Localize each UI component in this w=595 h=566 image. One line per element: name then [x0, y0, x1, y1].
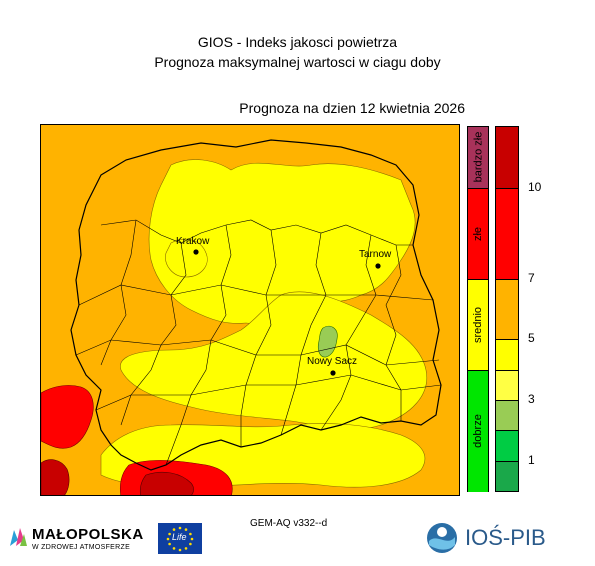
yellow-zone-northwest — [165, 238, 208, 278]
darkred-zone-southwest — [41, 459, 70, 495]
city-marker-tarnow — [375, 263, 381, 269]
city-marker-nowy-sacz — [330, 370, 336, 376]
category-label: bardzo złe — [472, 131, 485, 183]
ios-pib-logo-text: IOŚ-PIB — [465, 525, 546, 550]
category-1: bardzo złe — [468, 127, 488, 188]
city-label-nowy-sacz: Nowy Sacz — [307, 356, 358, 367]
ios-pib-logo-icon — [427, 523, 457, 553]
county-borders — [75, 219, 442, 466]
map-subtitle: Prognoza maksymalnej wartosci w ciagu do… — [154, 54, 441, 70]
malopolska-logo-text: MAŁOPOLSKA — [32, 526, 144, 543]
value-scale-legend — [495, 126, 519, 492]
map-canvas — [41, 125, 459, 495]
scale-level-5 — [496, 339, 518, 370]
eu-life-logo: Life — [158, 523, 202, 554]
scale-level-4 — [496, 369, 518, 400]
forecast-date-label: Prognoza na dzien 12 kwietnia 2026 — [239, 100, 465, 116]
darkred-zone-south — [139, 471, 194, 495]
city-label-tarnow: Tarnow — [359, 249, 392, 260]
malopolska-logo-icon — [10, 528, 27, 546]
category-label: dobrze — [472, 414, 485, 449]
category-legend: bardzo złe złe srednio dobrze — [467, 126, 489, 492]
scale-tick-label: 5 — [528, 331, 535, 346]
forecast-map: Krakow Tarnow Nowy Sacz — [40, 124, 460, 496]
scale-level-6 — [496, 278, 518, 340]
scale-level-7 — [496, 187, 518, 279]
yellow-zone-center — [120, 291, 428, 430]
city-marker-krakow — [193, 249, 199, 255]
map-title: GIOS - Indeks jakosci powietrza — [197, 34, 398, 50]
scale-tick-label: 10 — [528, 179, 542, 194]
model-version-label: GEM-AQ v332--d — [250, 518, 328, 529]
scale-tick-label: 3 — [528, 392, 535, 406]
eu-stars-icon — [166, 526, 194, 552]
scale-tick-label: 7 — [528, 270, 535, 285]
scale-level-3 — [496, 400, 518, 431]
red-zone-southwest — [41, 385, 94, 449]
category-2: złe — [468, 187, 488, 280]
category-label: złe — [472, 227, 484, 242]
eu-life-text: Life — [172, 532, 187, 542]
category-label: srednio — [472, 307, 485, 344]
scale-tick-label: 1 — [528, 452, 535, 467]
city-label-krakow: Krakow — [176, 236, 210, 247]
scale-level-2 — [496, 430, 518, 461]
scale-level-8 — [496, 127, 518, 188]
malopolska-logo-subtext: W ZDROWEJ ATMOSFERZE — [32, 544, 131, 551]
category-3: srednio — [468, 278, 488, 371]
scale-level-1 — [496, 460, 518, 491]
category-4: dobrze — [468, 369, 488, 492]
green-zone-nowy-sacz — [317, 325, 338, 358]
